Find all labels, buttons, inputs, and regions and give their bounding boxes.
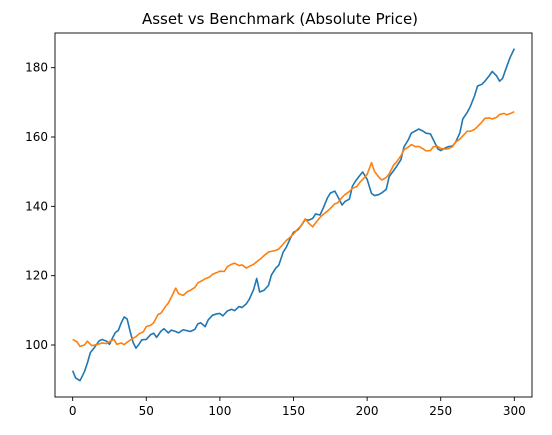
x-tick-label: 300 [503,404,526,418]
x-tick-label: 150 [282,404,305,418]
x-tick-label: 100 [208,404,231,418]
series-group [71,48,516,382]
x-tick-label: 250 [429,404,452,418]
y-tick-label: 140 [25,199,48,213]
y-tick-label: 100 [25,338,48,352]
series-line-2 [72,110,515,348]
axis-ticks: 0 50 100 150 200 250 300 100 120 140 160 180 [25,61,526,418]
x-tick-label: 50 [139,404,154,418]
y-tick-label: 180 [25,61,48,75]
chart-title: Asset vs Benchmark (Absolute Price) [142,10,418,28]
x-tick-label: 200 [356,404,379,418]
y-tick-label: 120 [25,269,48,283]
y-tick-label: 160 [25,130,48,144]
plot-area-frame [54,32,533,398]
x-tick-label: 0 [69,404,77,418]
series-line-1 [71,48,516,382]
